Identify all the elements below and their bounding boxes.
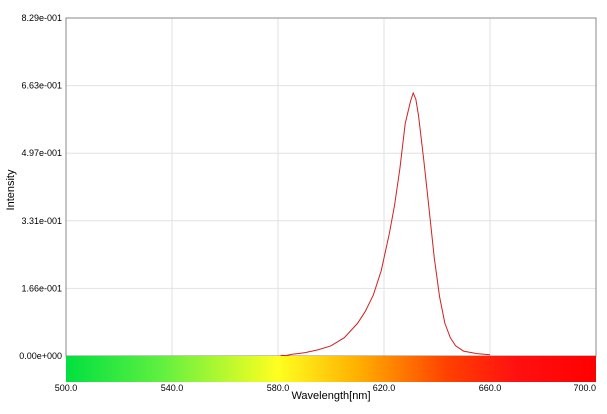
y-tick-labels: 0.00e+000 1.66e-001 3.31e-001 4.97e-001 6.63… bbox=[19, 13, 62, 361]
x-tick-label: 540.0 bbox=[161, 383, 184, 393]
y-tick-label: 1.66e-001 bbox=[21, 283, 62, 293]
wavelength-color-bar bbox=[66, 356, 596, 382]
x-axis-label: Wavelength[nm] bbox=[291, 390, 370, 402]
x-tick-label: 620.0 bbox=[373, 383, 396, 393]
x-tick-label: 660.0 bbox=[479, 383, 502, 393]
x-tick-label: 580.0 bbox=[267, 383, 290, 393]
chart-grid bbox=[66, 18, 596, 356]
y-axis-label: Intensity bbox=[5, 169, 17, 210]
y-tick-label: 3.31e-001 bbox=[21, 216, 62, 226]
intensity-series-line bbox=[280, 91, 491, 357]
y-tick-label: 0.00e+000 bbox=[19, 351, 62, 361]
y-tick-label: 8.29e-001 bbox=[21, 13, 62, 23]
y-tick-label: 6.63e-001 bbox=[21, 81, 62, 91]
x-tick-label: 500.0 bbox=[55, 383, 78, 393]
y-tick-label: 4.97e-001 bbox=[21, 148, 62, 158]
x-tick-label: 700.0 bbox=[573, 383, 596, 393]
x-tick-labels: 500.0 540.0 580.0 620.0 660.0 700.0 bbox=[55, 383, 596, 393]
plot-frame bbox=[65, 17, 597, 357]
